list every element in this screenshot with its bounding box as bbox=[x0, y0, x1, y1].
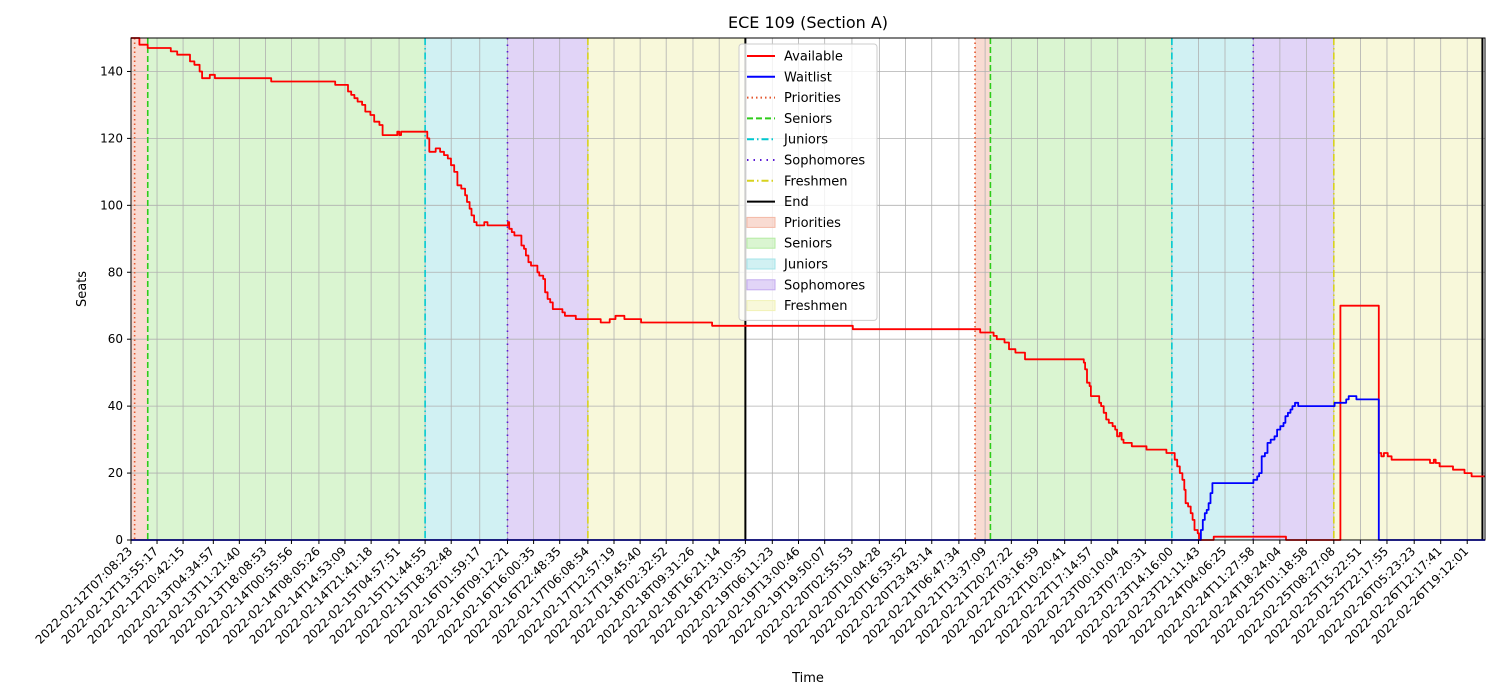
phase-band-priorities bbox=[975, 38, 991, 540]
legend-label: Freshmen bbox=[784, 299, 848, 314]
legend-label: Waitlist bbox=[784, 70, 832, 85]
x-axis: 2022-02-12T07:08:232022-02-12T13:55:1720… bbox=[33, 540, 1471, 647]
legend-patch-sophomores bbox=[746, 279, 776, 291]
y-axis: 0 20 40 60 80 100 120 140 bbox=[100, 64, 131, 547]
phase-band-seniors bbox=[147, 38, 426, 540]
chart-title: ECE 109 (Section A) bbox=[728, 13, 888, 32]
legend-label: Freshmen bbox=[784, 174, 848, 189]
phase-band-sophomores bbox=[1253, 38, 1334, 540]
legend-patch-seniors bbox=[746, 237, 776, 249]
legend-label: Seniors bbox=[784, 237, 832, 252]
legend-box bbox=[738, 43, 878, 321]
y-axis-title: Seats bbox=[75, 271, 90, 307]
phase-band-juniors bbox=[1171, 38, 1254, 540]
legend-label: Juniors bbox=[783, 133, 828, 148]
legend-label: Sophomores bbox=[784, 154, 865, 169]
data-series bbox=[131, 37, 1485, 541]
phase-band-freshmen bbox=[587, 38, 746, 540]
phase-band-priorities bbox=[131, 38, 148, 540]
legend-patch-freshmen bbox=[746, 300, 776, 312]
y-tick-label: 80 bbox=[108, 265, 123, 279]
y-tick-label: 60 bbox=[108, 332, 123, 346]
legend-label: Juniors bbox=[783, 258, 828, 273]
y-tick-label: 40 bbox=[108, 399, 123, 413]
y-tick-label: 20 bbox=[108, 466, 123, 480]
legend-patch-priorities bbox=[746, 216, 776, 228]
legend: Available Waitlist Priorities Seniors Junior… bbox=[738, 43, 878, 321]
x-axis-title: Time bbox=[791, 671, 824, 686]
y-tick-label: 120 bbox=[100, 131, 123, 145]
series-line-waitlist bbox=[131, 395, 1485, 541]
legend-label: Priorities bbox=[784, 216, 841, 231]
legend-label: Seniors bbox=[784, 112, 832, 127]
series-line-available bbox=[131, 37, 1485, 541]
y-tick-label: 140 bbox=[100, 64, 123, 78]
legend-label: End bbox=[784, 195, 809, 210]
y-tick-label: 100 bbox=[100, 198, 123, 212]
phase-band-seniors bbox=[990, 38, 1172, 540]
phase-band-sophomores bbox=[507, 38, 588, 540]
phase-band-juniors bbox=[425, 38, 508, 540]
legend-label: Priorities bbox=[784, 91, 841, 106]
y-tick-label: 0 bbox=[115, 533, 123, 547]
legend-patch-juniors bbox=[746, 258, 776, 270]
phase-band-freshmen bbox=[1333, 38, 1483, 540]
plot-frame bbox=[130, 37, 1486, 541]
legend-label: Sophomores bbox=[784, 278, 865, 293]
legend-label: Available bbox=[784, 50, 843, 65]
